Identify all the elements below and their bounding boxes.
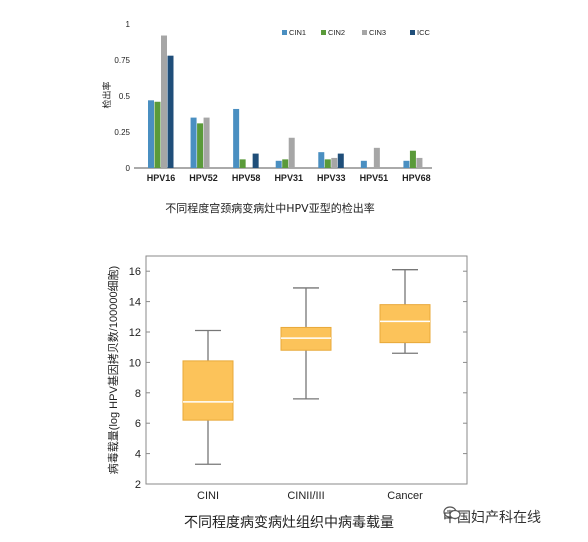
box-plot-y-axis-label: 病毒载量(log HPV基因拷贝数/100000细胞) xyxy=(106,266,120,474)
box-plot-y-axis: 2 4 6 8 10 12 14 16 xyxy=(129,266,467,491)
bar-cin3-hpv33 xyxy=(331,157,338,168)
bar-cin1-hpv31 xyxy=(275,160,282,168)
bar-chart-y-tick-label: 0.75 xyxy=(114,56,130,65)
bar-chart-y-tick-label: 0 xyxy=(126,164,131,173)
bar-icc-hpv58 xyxy=(252,153,259,168)
bar-cin3-hpv52 xyxy=(203,117,210,168)
box-plot-y-tick-label: 12 xyxy=(129,327,141,339)
box-plot-y-tick-label: 4 xyxy=(135,449,141,461)
bar-cin1-hpv33 xyxy=(318,152,325,168)
bar-cin2-hpv68 xyxy=(409,150,416,168)
bar-icc-hpv33 xyxy=(337,153,344,168)
bar-cin3-hpv16 xyxy=(161,35,167,168)
box-iqr xyxy=(280,326,332,351)
bar-cin2-hpv16 xyxy=(154,101,161,168)
box-plot-y-tick-label: 6 xyxy=(135,418,141,430)
bar-chart-legend: CIN1 CIN2 CIN3 ICC xyxy=(282,28,431,37)
bar-chart-caption: 不同程度宫颈病变病灶中HPV亚型的检出率 xyxy=(165,201,374,215)
wechat-icon xyxy=(443,506,461,520)
bar-cin1-hpv52 xyxy=(190,117,197,168)
bar-chart-x-tick-label: HPV16 xyxy=(147,173,176,183)
bar-cin2-hpv33 xyxy=(324,159,331,168)
box-plot-x-tick-label: CINI xyxy=(197,490,219,502)
box-plot-x-tick-labels: CINI CINII/III Cancer xyxy=(197,490,423,502)
legend-label-icc: ICC xyxy=(417,28,431,37)
box-plot-x-tick-label: CINII/III xyxy=(287,490,324,502)
bar-chart-y-axis-label: 检出率 xyxy=(101,81,112,108)
box-plot-frame xyxy=(145,255,468,485)
box-iqr xyxy=(379,304,431,344)
legend-label-cin2: CIN2 xyxy=(328,28,345,37)
box-plot-y-tick-label: 16 xyxy=(129,266,141,278)
bar-cin1-hpv51 xyxy=(360,160,367,168)
legend-swatch-cin1 xyxy=(282,30,287,35)
legend-swatch-cin3 xyxy=(362,30,367,35)
legend-label-cin3: CIN3 xyxy=(369,28,386,37)
bar-chart-x-tick-label: HPV58 xyxy=(232,173,261,183)
bar-chart-x-tick-label: HPV31 xyxy=(274,173,303,183)
bar-chart: 00.250.50.751 HPV16 HPV52 HPV58 HPV31 HPV33 H… xyxy=(101,20,432,215)
bar-chart-x-tick-label: HPV52 xyxy=(189,173,218,183)
box-cancer xyxy=(379,269,431,354)
bar-cin2-hpv31 xyxy=(282,159,289,168)
box-plot-y-tick-label: 2 xyxy=(135,479,141,491)
bar-chart-x-tick-label: HPV51 xyxy=(360,173,389,183)
bar-chart-x-tick-label: HPV68 xyxy=(402,173,431,183)
legend-swatch-cin2 xyxy=(321,30,326,35)
box-plot-y-tick-label: 14 xyxy=(129,297,141,309)
bar-icc-hpv16 xyxy=(167,55,174,168)
bar-cin1-hpv16 xyxy=(148,100,154,168)
box-cini xyxy=(182,329,234,465)
box-plot-boxes xyxy=(182,269,431,465)
box-plot-caption: 不同程度病变病灶组织中病毒载量 xyxy=(184,515,394,531)
legend-swatch-icc xyxy=(410,30,415,35)
watermark-text: 中国妇产科在线 xyxy=(443,510,541,526)
box-plot-y-tick-label: 10 xyxy=(129,357,141,369)
bar-cin3-hpv31 xyxy=(288,137,295,168)
bar-chart-bars xyxy=(148,35,423,168)
bar-cin3-hpv51 xyxy=(373,147,380,168)
box-plot-y-tick-label: 8 xyxy=(135,388,141,400)
bar-chart-y-tick-label: 1 xyxy=(126,20,131,29)
bar-cin2-hpv52 xyxy=(197,123,204,168)
box-plot-chart: 2 4 6 8 10 12 14 16 CINI CINII/III Cancer 病毒载量(lo… xyxy=(106,255,468,531)
bar-cin1-hpv58 xyxy=(233,108,240,168)
bar-cin3-hpv68 xyxy=(416,157,423,168)
box-ciniiiii xyxy=(280,287,332,400)
watermark: 中国妇产科在线 xyxy=(443,506,583,528)
bar-chart-y-tick-label: 0.25 xyxy=(114,128,130,137)
bar-chart-y-tick-label: 0.5 xyxy=(119,92,131,101)
bar-chart-x-tick-label: HPV33 xyxy=(317,173,346,183)
bar-cin1-hpv68 xyxy=(403,160,410,168)
box-iqr xyxy=(182,360,234,421)
bar-cin2-hpv58 xyxy=(239,159,246,168)
box-plot-x-tick-label: Cancer xyxy=(387,490,423,502)
bar-chart-x-tick-labels: HPV16 HPV52 HPV58 HPV31 HPV33 HPV51 HPV68 xyxy=(147,173,431,183)
legend-label-cin1: CIN1 xyxy=(289,28,306,37)
